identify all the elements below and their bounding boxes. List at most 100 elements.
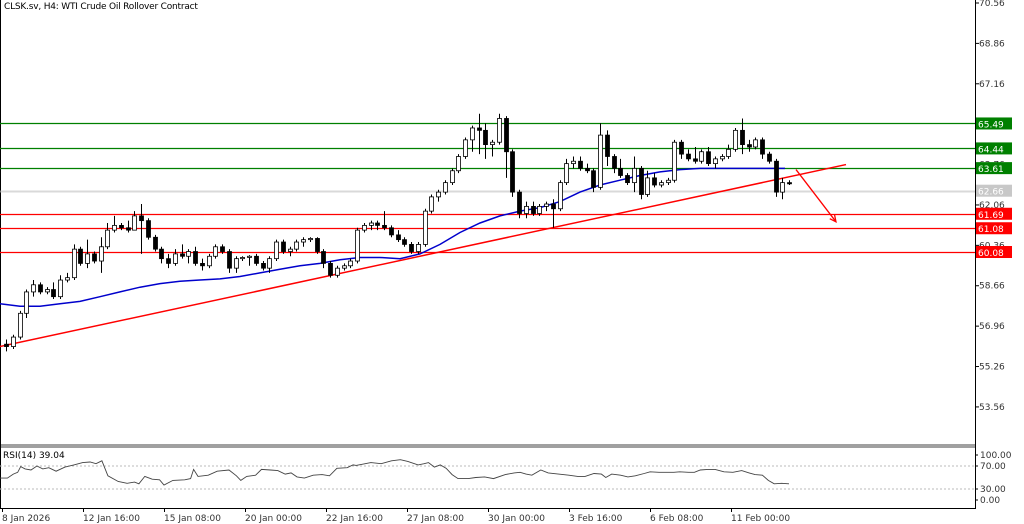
candle-body [173,253,178,264]
candle [72,244,77,281]
candle-body [139,215,144,222]
candle [38,282,43,295]
candle [301,237,306,247]
candle [254,253,259,266]
candle [504,116,509,178]
candle-body [166,258,171,264]
candle-body [294,241,299,250]
candle-body [72,248,77,279]
candle-body [558,182,563,210]
moving-average-line [0,167,785,307]
candle-body [240,257,245,260]
price-label-bg [976,117,1012,130]
candle [112,215,117,233]
rsi-tick-label: 70.00 [980,462,1006,472]
price-label-64.44: 64.44 [978,145,1004,155]
candle [598,123,603,190]
candle [31,280,36,297]
candle [274,239,279,262]
candle [308,237,313,243]
candle [389,225,394,238]
candle-body [369,222,374,226]
candle-body [396,234,401,241]
x-tick-label: 6 Feb 08:00 [650,514,704,524]
candle-body [672,141,677,181]
candle-body [679,141,684,155]
x-tick-label: 8 Jan 2026 [2,514,50,524]
candle [321,249,326,269]
candle-body [180,253,185,257]
candle-body [625,175,630,184]
candle-body [720,156,725,160]
candle-body [774,160,779,193]
candle-body [436,191,441,198]
candle [153,234,158,252]
support-trendline [0,163,847,348]
candle-body [470,127,475,141]
candle-body [186,251,191,257]
candle [375,220,380,231]
candle [537,204,542,216]
candle-body [132,215,137,231]
candle [288,246,293,257]
candle-body [78,248,83,264]
candle-body [585,167,590,172]
candle [382,211,387,231]
price-label-61.08: 61.08 [978,225,1004,235]
candle-body [375,222,380,226]
projection-arrow[interactable] [795,169,837,224]
candle [261,261,266,271]
candle-body [537,205,542,214]
candle-body [686,153,691,160]
price-axis: 70.5668.8667.1663.7662.0660.3658.6656.96… [975,0,1005,413]
candle [294,239,299,252]
candle [24,289,29,319]
candle-body [18,312,23,338]
candle [193,246,198,266]
candle [247,255,252,266]
candle-body [699,151,704,162]
candle-body [348,260,353,267]
candle-body [281,241,286,252]
candle-body [429,196,434,212]
candle [51,282,56,300]
candle-body [618,167,623,176]
candle [402,237,407,247]
trendline[interactable] [0,163,847,348]
candle [362,223,367,233]
candle [369,220,374,231]
candle-body [254,255,259,264]
candle-body [65,277,70,281]
candle [672,139,677,183]
candle-body [524,205,529,214]
candle-body [443,182,448,193]
candle-body [4,343,9,347]
x-tick-label: 27 Jan 08:00 [407,514,464,524]
x-tick-label: 11 Feb 00:00 [731,514,790,524]
candle [544,201,549,212]
candle-body [753,139,758,148]
price-label-bg [976,184,1012,197]
horizontal-levels [0,122,975,254]
candle [409,242,414,254]
candle [767,151,772,164]
candle [483,123,488,159]
candle [456,154,461,174]
candle [227,249,232,273]
candle [551,199,556,228]
candle [591,168,596,193]
candle [78,246,83,266]
candle-body [402,239,407,245]
chart-title: CLSK.sv, H4: WTI Crude Oil Rollover Cont… [4,2,198,12]
candle [200,258,205,271]
candle [625,173,630,186]
candle-body [261,263,266,269]
candle [463,137,468,159]
price-label-bg [976,162,1012,175]
candle-body [463,139,468,157]
candle [328,261,333,278]
candle [65,272,70,283]
candle [450,168,455,186]
